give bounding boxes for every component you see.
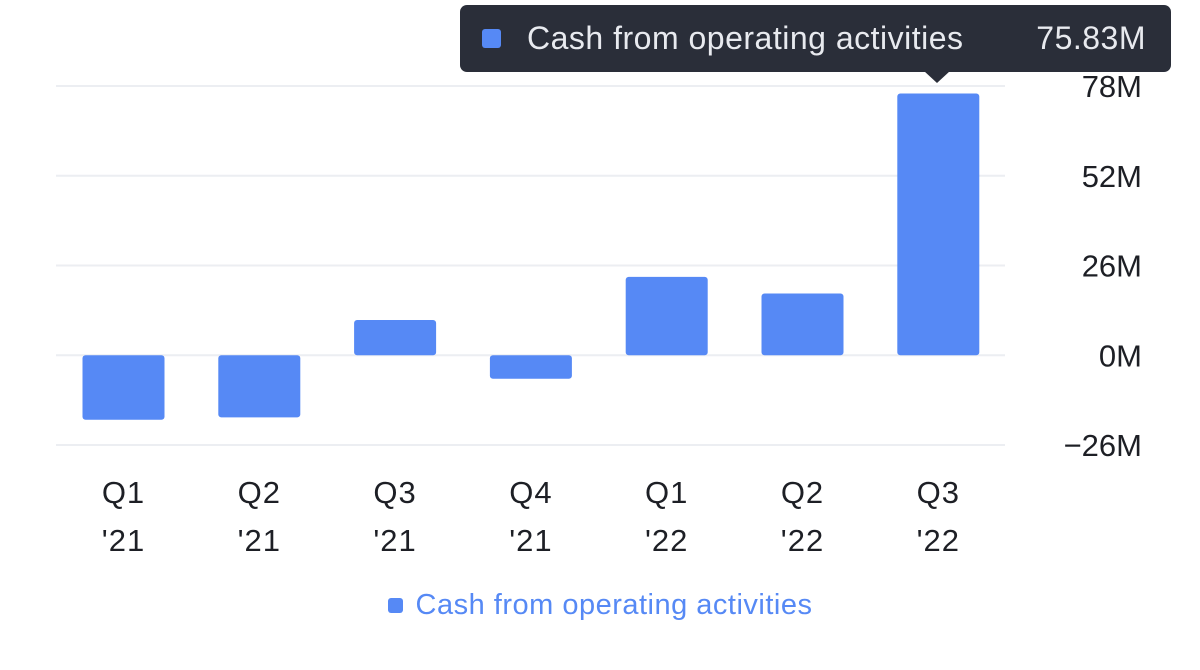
- y-tick-label: 78M: [1082, 69, 1142, 104]
- tooltip-series-name: Cash from operating activities: [527, 20, 964, 56]
- gridlines: [56, 85, 1005, 446]
- bar[interactable]: [354, 320, 437, 356]
- bars: [82, 93, 980, 420]
- x-tick-label: Q4'21: [509, 475, 552, 558]
- value-tooltip: Cash from operating activities 75.83M: [460, 5, 1171, 72]
- tooltip-pointer: [924, 71, 950, 83]
- bar[interactable]: [82, 355, 165, 420]
- x-tick-label: Q1'22: [645, 475, 688, 558]
- y-tick-label: 26M: [1082, 249, 1142, 284]
- x-tick-label: Q1'21: [102, 475, 145, 558]
- x-tick-label: Q3'21: [373, 475, 416, 558]
- y-axis-labels: 78M 52M 26M 0M −26M: [1064, 69, 1142, 463]
- tooltip-series-swatch: [482, 29, 501, 48]
- bar[interactable]: [218, 355, 301, 418]
- bar[interactable]: [897, 93, 980, 356]
- x-tick-label: Q2'21: [238, 475, 281, 558]
- y-tick-label: 52M: [1082, 159, 1142, 194]
- bar[interactable]: [489, 355, 572, 379]
- legend-swatch: [387, 597, 403, 613]
- x-tick-label: Q2'22: [781, 475, 824, 558]
- x-axis-labels: Q1'21 Q2'21 Q3'21 Q4'21 Q1'22 Q2'22 Q3'22: [102, 475, 960, 558]
- y-tick-label: 0M: [1099, 338, 1142, 373]
- bar[interactable]: [761, 293, 844, 356]
- legend-label[interactable]: Cash from operating activities: [415, 588, 813, 621]
- tooltip-value: 75.83M: [1036, 20, 1146, 56]
- y-tick-label: −26M: [1064, 428, 1142, 463]
- bar[interactable]: [625, 276, 708, 356]
- x-tick-label: Q3'22: [917, 475, 960, 558]
- chart-legend[interactable]: Cash from operating activities: [0, 583, 1200, 627]
